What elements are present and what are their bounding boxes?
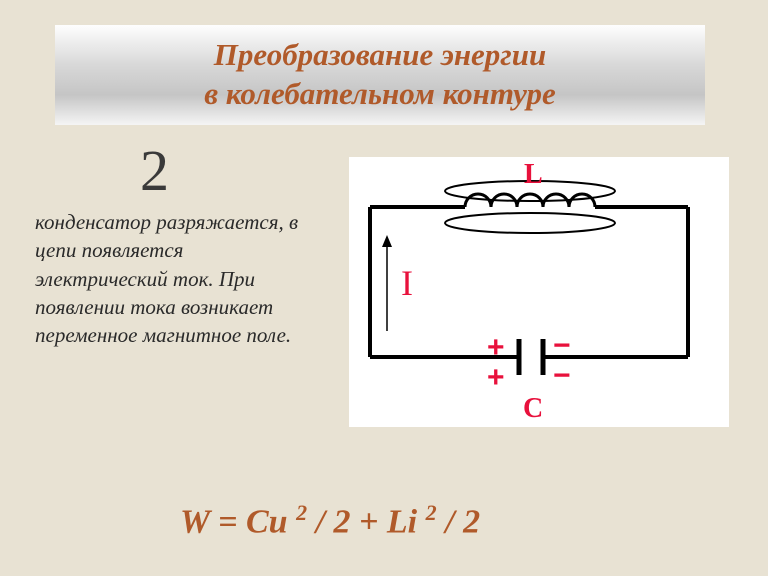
title-line1: Преобразование энергии	[214, 37, 546, 72]
slide-title: Преобразование энергии в колебательном к…	[204, 36, 556, 114]
energy-formula: W = Cu 2 / 2 + Li 2 / 2	[180, 500, 480, 541]
formula-sup2: 2	[426, 500, 437, 525]
label-L: L	[524, 159, 543, 190]
formula-end: / 2	[437, 503, 480, 540]
title-box: Преобразование энергии в колебательном к…	[55, 25, 705, 125]
lc-circuit-diagram: I L C + + − −	[315, 155, 735, 435]
label-C: C	[523, 393, 543, 424]
formula-mid: / 2 + Li	[307, 503, 426, 540]
description-text: конденсатор разряжается, в цепи появляет…	[35, 208, 310, 350]
label-I: I	[401, 263, 413, 303]
plus-1: +	[487, 331, 505, 364]
formula-W: W	[180, 503, 210, 540]
plus-2: +	[487, 361, 505, 394]
title-line2: в колебательном контуре	[204, 76, 556, 111]
formula-eq: = Cu	[210, 503, 296, 540]
minus-2: −	[553, 359, 571, 392]
slide: Преобразование энергии в колебательном к…	[0, 0, 768, 576]
formula-sup1: 2	[296, 500, 307, 525]
step-number: 2	[140, 137, 169, 204]
minus-1: −	[553, 329, 571, 362]
